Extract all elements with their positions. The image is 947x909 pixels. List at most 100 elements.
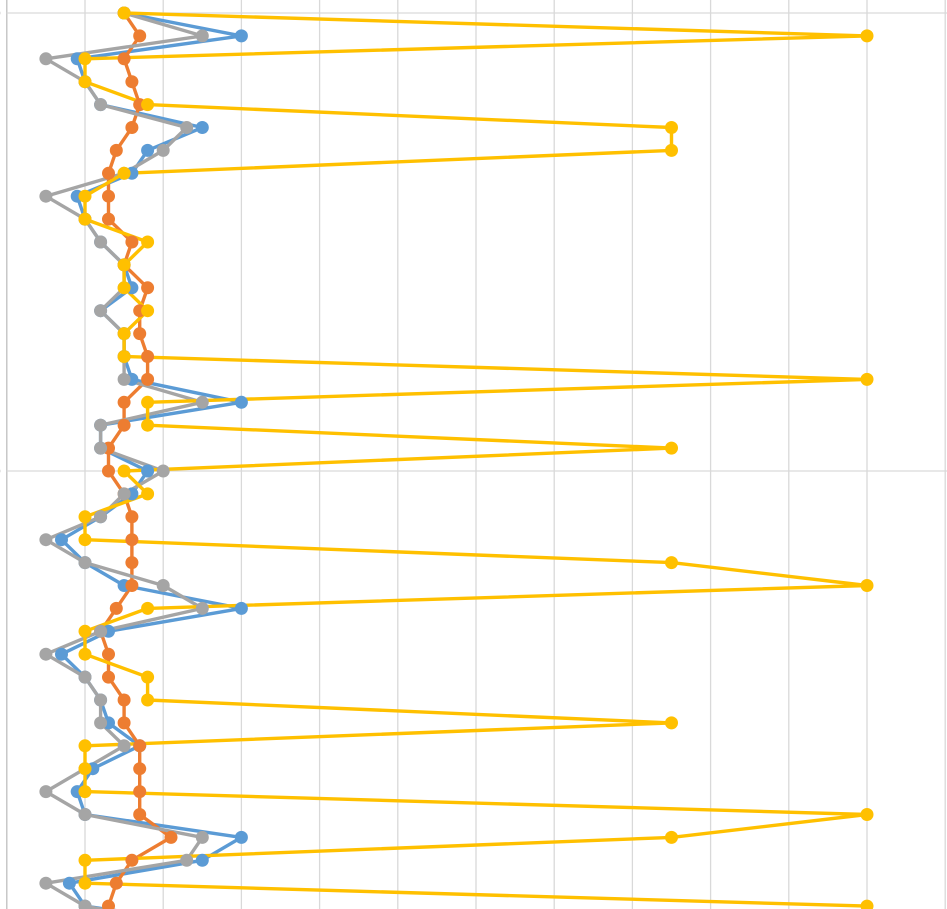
series-4-point — [117, 6, 131, 20]
series-4-point — [141, 487, 155, 501]
series-3-point — [117, 372, 131, 386]
series-2-point — [125, 235, 139, 249]
series-3-point — [94, 235, 108, 249]
series-2-point — [133, 739, 147, 753]
series-3-point — [156, 143, 170, 157]
y-tick-label: 40 — [0, 462, 1, 481]
series-3-point — [39, 533, 53, 547]
series-4-point — [141, 418, 155, 432]
series-2-point — [117, 716, 131, 730]
series-2-point — [141, 350, 155, 363]
series-4-point — [78, 624, 92, 638]
series-4-point — [78, 876, 92, 890]
series-4-point — [78, 189, 92, 203]
y-tick-labels: 2040 — [0, 4, 1, 481]
series-2-point — [133, 29, 147, 43]
series-1-point — [195, 121, 209, 134]
series-2-point — [117, 395, 131, 409]
series-2-point — [109, 601, 123, 615]
series-1-point — [234, 601, 248, 615]
series-2-point — [102, 189, 115, 203]
series-3-point — [94, 693, 108, 707]
series-3-point — [156, 464, 170, 478]
series-3-point — [94, 98, 108, 112]
series-4-point — [117, 350, 131, 363]
series-2-point — [133, 327, 147, 341]
series-3-point — [78, 670, 92, 684]
series-4-point — [78, 212, 92, 226]
series-4-point — [78, 853, 92, 867]
series-3-point — [39, 785, 53, 799]
series-2-point — [125, 75, 139, 89]
series-4-point — [117, 281, 131, 295]
series-4-point — [860, 899, 874, 909]
series-2-point — [117, 693, 131, 707]
series-2-point — [117, 52, 131, 66]
series-3-point — [117, 739, 131, 753]
series-4-point — [141, 693, 155, 707]
series-3-point — [78, 808, 92, 821]
series-group — [39, 6, 874, 909]
series-2-point — [125, 853, 139, 867]
series-4-point — [141, 304, 155, 318]
series-4-point — [665, 121, 678, 134]
series-3-point — [39, 876, 53, 890]
series-3-point — [39, 647, 53, 661]
series-2-point — [133, 762, 147, 776]
series-2-point — [125, 121, 139, 134]
series-3-point — [195, 830, 209, 844]
series-4-point — [141, 395, 155, 409]
series-3-point — [117, 487, 131, 501]
series-2-point — [117, 418, 131, 432]
series-4-point — [665, 556, 678, 570]
series-1-point — [195, 853, 209, 867]
series-3-point — [195, 29, 209, 43]
gridlines — [6, 0, 947, 909]
series-2-point — [164, 830, 178, 844]
series-3-point — [94, 418, 108, 432]
series-4-point — [141, 601, 155, 615]
series-4-point — [860, 29, 874, 43]
series-3-point — [180, 121, 194, 134]
series-2-point — [133, 808, 147, 821]
series-1-point — [62, 876, 76, 890]
series-3-point — [195, 395, 209, 409]
y-tick-label: 20 — [0, 4, 1, 23]
series-2-point — [102, 670, 115, 684]
series-4-point — [860, 579, 874, 592]
series-1-point — [234, 395, 248, 409]
series-4-point — [78, 647, 92, 661]
series-2-point — [102, 647, 115, 661]
series-3-point — [78, 556, 92, 570]
series-4-point — [78, 533, 92, 547]
series-4-point — [117, 166, 131, 180]
series-4-point — [860, 372, 874, 386]
series-1-point — [141, 143, 155, 157]
series-3-point — [39, 189, 53, 203]
series-4-point — [78, 785, 92, 799]
series-2-point — [109, 143, 123, 157]
series-3-point — [94, 304, 108, 318]
series-4-point — [78, 762, 92, 776]
series-4-point — [860, 808, 874, 821]
series-1-point — [55, 533, 68, 547]
series-2-point — [102, 166, 115, 180]
series-4-point — [78, 75, 92, 89]
series-3-point — [94, 624, 108, 638]
series-3-point — [78, 899, 92, 909]
series-4-point — [665, 830, 678, 844]
series-1-point — [141, 464, 155, 478]
series-4-point — [117, 258, 131, 272]
series-2-point — [102, 899, 115, 909]
series-2-point — [102, 212, 115, 226]
series-4-point — [117, 327, 131, 341]
series-2-point — [125, 510, 139, 524]
series-3-point — [195, 601, 209, 615]
series-4-point — [141, 670, 155, 684]
series-4-point — [665, 441, 678, 455]
series-3-point — [94, 510, 108, 524]
series-4-point — [665, 716, 678, 730]
series-1-point — [234, 29, 248, 43]
series-2-point — [125, 556, 139, 570]
